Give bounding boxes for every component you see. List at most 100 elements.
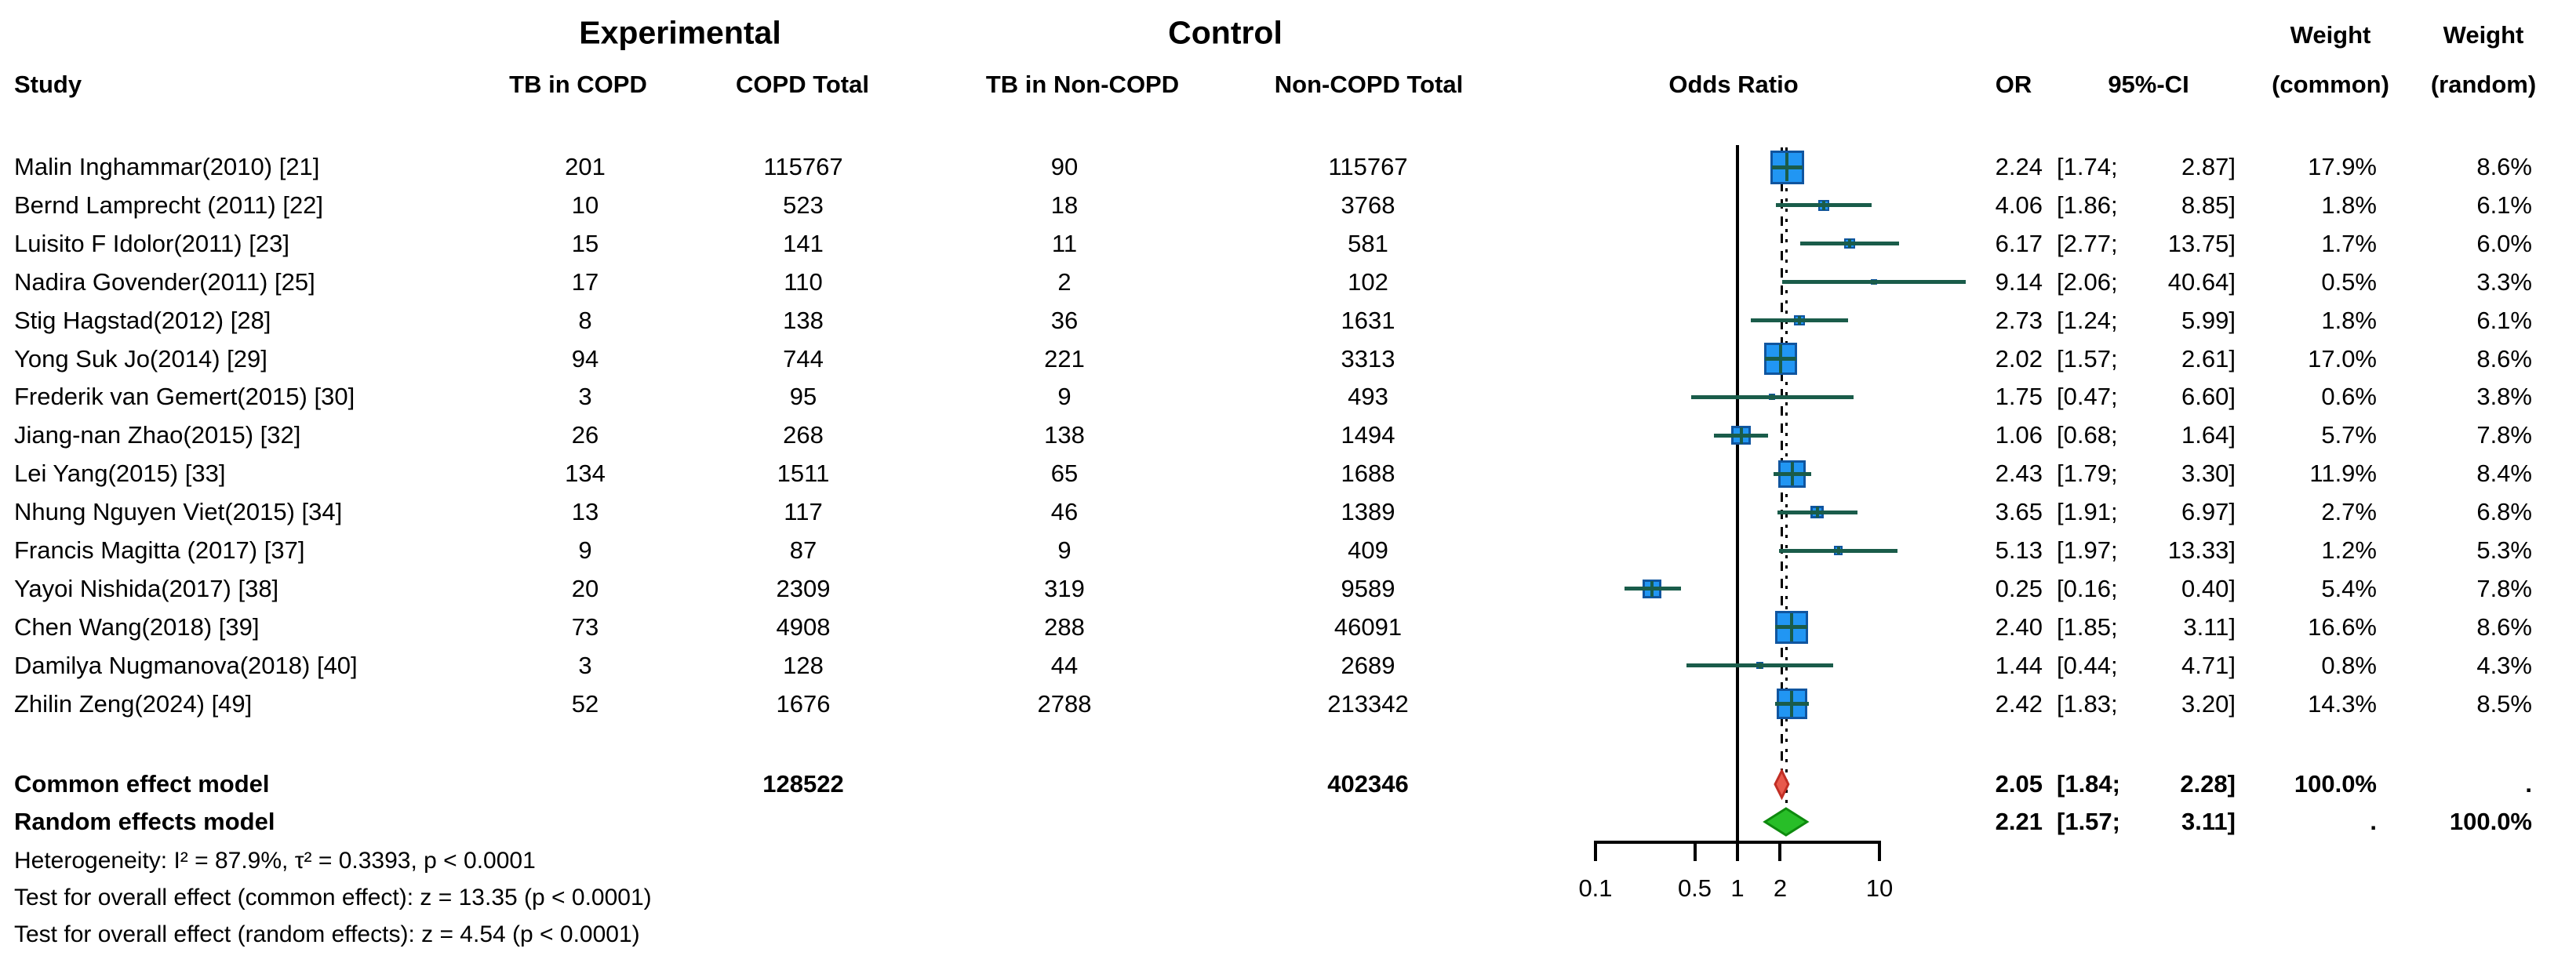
weight-random-value: . [2525,770,2532,798]
x-axis-tick-label: 0.1 [1578,874,1613,902]
tb-copd-value: 73 [571,612,599,641]
group-header-control: Control [1168,14,1283,51]
copd-total-value: 110 [784,267,823,296]
x-axis-tick-label: 0.5 [1677,874,1712,902]
ci-bound: [1.24; [2057,306,2118,334]
copd-total-value: 1676 [776,689,831,718]
or-value: 3.65 [1995,498,2043,526]
x-axis-tick-label: 1 [1730,874,1745,902]
x-axis-tick-label: 2 [1773,874,1788,902]
study-name: Yayoi Nishida(2017) [38] [14,574,279,602]
ci-bound: 8.85] [2181,191,2236,219]
x-axis-tick [1736,841,1739,861]
ci-value: [1.83; 3.20] [2057,690,2236,718]
study-name: Stig Hagstad(2012) [28] [14,306,271,334]
weight-random-value: 8.6% [2476,344,2532,372]
non-copd-total-value: 581 [1348,229,1388,257]
weight-random-value: 100.0% [2449,808,2532,835]
x-axis-tick [1693,841,1697,861]
non-copd-total-value: 102 [1348,267,1388,296]
ci-bound: [0.68; [2057,421,2118,449]
tb-copd-value: 201 [565,153,606,180]
weight-common-value: 1.7% [2321,229,2377,257]
copd-total-value: 87 [789,536,817,564]
non-copd-total-value: 3313 [1341,344,1395,372]
weight-common-value: 1.8% [2321,191,2377,219]
ci-bound: 2.28] [2180,770,2236,798]
non-copd-total-value: 402346 [1327,770,1409,798]
weight-random-value: 3.8% [2476,383,2532,411]
tb-copd-value: 52 [571,689,599,718]
tb-non-copd-value: 2788 [1037,689,1092,718]
col-header-weight-common: Weight [2290,21,2371,49]
group-header-experimental: Experimental [579,14,781,51]
weight-random-value: 7.8% [2476,421,2532,449]
weight-common-value: 0.8% [2321,651,2377,679]
weight-random-value: 7.8% [2476,574,2532,602]
study-name: Luisito F Idolor(2011) [23] [14,229,289,257]
ci-line [1775,625,1808,630]
tb-copd-value: 26 [571,421,599,449]
col-header-tb-non-copd: TB in Non-COPD [985,71,1180,98]
copd-total-value: 268 [783,421,824,449]
ci-bound: 0.40] [2181,574,2236,602]
ci-value: [1.91; 6.97] [2057,498,2236,526]
ci-bound: [1.74; [2057,153,2118,180]
tb-non-copd-value: 221 [1044,344,1085,372]
ci-line [1775,203,1872,208]
ci-line [1750,318,1848,323]
ci-value: [2.77; 13.75] [2057,230,2236,258]
col-header-tb-copd: TB in COPD [509,71,647,98]
tb-non-copd-value: 46 [1050,498,1079,526]
tb-non-copd-value: 319 [1044,574,1085,602]
weight-random-value: 8.6% [2476,153,2532,180]
non-copd-total-value: 1688 [1341,460,1395,488]
weight-common-value: . [2370,808,2377,835]
x-axis-tick-label: 10 [1865,874,1894,902]
ci-value: [1.84; 2.28] [2057,770,2236,798]
weight-random-value: 8.6% [2476,612,2532,641]
non-copd-total-value: 46091 [1333,612,1403,641]
ci-value: [1.74; 2.87] [2057,153,2236,181]
diamond-shape [1774,768,1790,801]
copd-total-value: 523 [783,191,824,219]
ci-bound: [1.57; [2057,808,2120,835]
ci-bound: 6.97] [2181,498,2236,526]
copd-total-value: 1511 [777,460,830,488]
copd-total-value: 128 [783,651,824,679]
ci-bound: [1.84; [2057,770,2120,798]
study-name: Common effect model [14,770,270,798]
weight-common-value: 11.9% [2309,460,2377,488]
copd-total-value: 138 [783,306,824,334]
weight-common-value: 100.0% [2294,770,2377,798]
weight-common-value: 0.5% [2321,267,2377,296]
copd-total-value: 115767 [763,153,843,180]
col-header-weight-common-sub: (common) [2272,71,2389,98]
tb-copd-value: 13 [571,498,599,526]
study-name: Nadira Govender(2011) [25] [14,267,315,296]
study-name: Chen Wang(2018) [39] [14,612,260,641]
tb-non-copd-value: 288 [1044,612,1085,641]
diamond-shape [1763,807,1810,837]
or-value: 2.73 [1995,306,2043,334]
weight-random-value: 3.3% [2476,267,2532,296]
or-value: 6.17 [1995,229,2043,257]
col-header-ci: 95%-CI [2108,71,2189,98]
study-name: Francis Magitta (2017) [37] [14,536,305,564]
non-copd-total-value: 409 [1348,536,1388,564]
ci-bound: [0.47; [2057,383,2118,411]
non-copd-total-value: 213342 [1327,689,1409,718]
ci-bound: 3.11] [2183,612,2236,641]
weight-common-value: 14.3% [2308,689,2377,718]
ci-line [1774,702,1810,707]
copd-total-value: 744 [783,344,824,372]
test-random-note: Test for overall effect (random effects)… [14,921,640,947]
ci-bound: [1.91; [2057,498,2118,526]
tb-copd-value: 20 [571,574,599,602]
ci-value: [1.86; 8.85] [2057,191,2236,220]
col-header-study: Study [14,71,82,98]
study-name: Damilya Nugmanova(2018) [40] [14,651,358,679]
tb-non-copd-value: 65 [1050,460,1079,488]
study-name: Bernd Lamprecht (2011) [22] [14,191,324,219]
